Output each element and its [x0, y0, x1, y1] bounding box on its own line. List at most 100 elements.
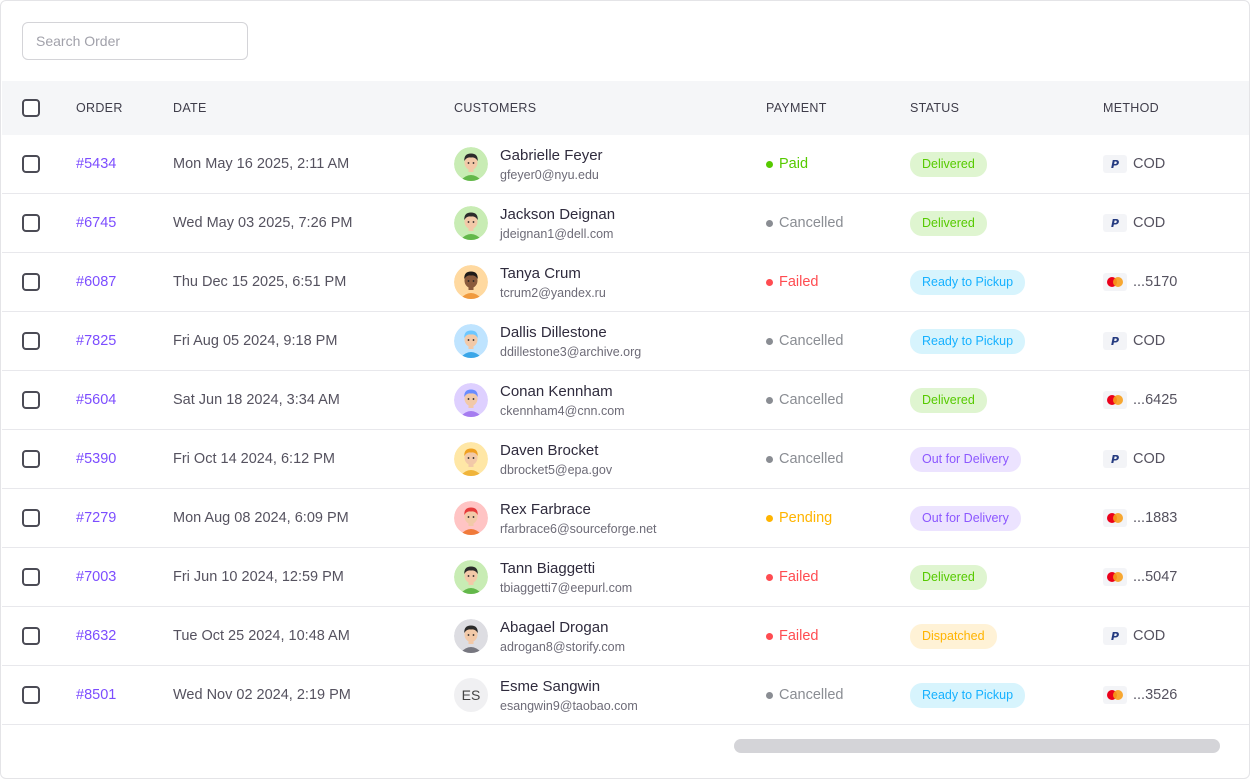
customer-name[interactable]: Rex Farbrace	[500, 500, 591, 518]
mastercard-icon	[1103, 273, 1127, 291]
payment-label: Failed	[779, 274, 819, 290]
order-cell: #5604	[76, 371, 116, 429]
order-cell: #7825	[76, 312, 116, 370]
order-link[interactable]: #8632	[76, 628, 117, 644]
date-cell: Wed May 03 2025, 7:26 PM	[173, 194, 352, 252]
table-row[interactable]: #7279 Mon Aug 08 2024, 6:09 PM Rex Farbrac…	[2, 489, 1249, 548]
column-header-method[interactable]: METHOD	[1103, 101, 1159, 115]
table-row[interactable]: #8501 Wed Nov 02 2024, 2:19 PM ES Esme Sang…	[2, 666, 1249, 725]
customer-email: gfeyer0@nyu.edu	[500, 167, 599, 182]
payment-cell: Pending	[766, 489, 832, 547]
customer-email: rfarbrace6@sourceforge.net	[500, 521, 657, 536]
date-cell: Fri Aug 05 2024, 9:18 PM	[173, 312, 337, 370]
status-badge: Out for Delivery	[910, 505, 1021, 531]
row-checkbox[interactable]	[22, 332, 40, 350]
customer-cell: Tann Biaggetti tbiaggetti7@eepurl.com	[454, 548, 632, 606]
order-link[interactable]: #7825	[76, 333, 117, 349]
date-cell: Fri Oct 14 2024, 6:12 PM	[173, 430, 335, 488]
avatar-green-icon	[454, 560, 488, 594]
customer-info: Conan Kennham ckennham4@cnn.com	[500, 383, 625, 418]
avatar-gray-icon	[454, 619, 488, 653]
customer-cell: Conan Kennham ckennham4@cnn.com	[454, 371, 625, 429]
table-row[interactable]: #5604 Sat Jun 18 2024, 3:34 AM Conan Kennh…	[2, 371, 1249, 430]
row-checkbox[interactable]	[22, 391, 40, 409]
order-link[interactable]: #6087	[76, 274, 117, 290]
row-checkbox[interactable]	[22, 273, 40, 291]
customer-name[interactable]: Gabrielle Feyer	[500, 146, 603, 164]
order-link[interactable]: #5390	[76, 451, 117, 467]
row-checkbox[interactable]	[22, 627, 40, 645]
paypal-icon: P	[1103, 627, 1127, 645]
payment-label: Failed	[779, 628, 819, 644]
customer-name[interactable]: Conan Kennham	[500, 382, 613, 400]
customer-email: ddillestone3@archive.org	[500, 344, 642, 359]
status-badge: Ready to Pickup	[910, 682, 1026, 708]
table-row[interactable]: #6087 Thu Dec 15 2025, 6:51 PM Tanya Crum t…	[2, 253, 1249, 312]
search-input[interactable]	[22, 22, 248, 60]
avatar-yellow-icon	[454, 442, 488, 476]
customer-cell: Daven Brocket dbrocket5@epa.gov	[454, 430, 612, 488]
order-link[interactable]: #6745	[76, 215, 117, 231]
customer-name[interactable]: Tanya Crum	[500, 264, 581, 282]
column-header-status[interactable]: STATUS	[910, 101, 960, 115]
status-cell: Delivered	[910, 548, 987, 606]
row-checkbox[interactable]	[22, 214, 40, 232]
order-link[interactable]: #7279	[76, 510, 117, 526]
customer-cell: ES Esme Sangwin esangwin9@taobao.com	[454, 666, 638, 724]
customer-cell: Tanya Crum tcrum2@yandex.ru	[454, 253, 606, 311]
date-cell: Fri Jun 10 2024, 12:59 PM	[173, 548, 344, 606]
horizontal-scrollbar[interactable]	[734, 739, 1220, 753]
table-row[interactable]: #7825 Fri Aug 05 2024, 9:18 PM Dallis Dill…	[2, 312, 1249, 371]
order-link[interactable]: #7003	[76, 569, 117, 585]
table-row[interactable]: #5390 Fri Oct 14 2024, 6:12 PM Daven Brock…	[2, 430, 1249, 489]
paypal-icon: P	[1103, 214, 1127, 232]
method-label: ...6425	[1133, 392, 1178, 408]
row-checkbox[interactable]	[22, 155, 40, 173]
payment-label: Cancelled	[779, 687, 844, 703]
status-badge: Delivered	[910, 210, 987, 236]
status-badge: Out for Delivery	[910, 446, 1021, 472]
order-link[interactable]: #5604	[76, 392, 117, 408]
customer-info: Tann Biaggetti tbiaggetti7@eepurl.com	[500, 560, 632, 595]
avatar: ES	[454, 678, 488, 712]
order-cell: #6745	[76, 194, 116, 252]
table-row[interactable]: #5434 Mon May 16 2025, 2:11 AM Gabrielle F…	[2, 135, 1249, 194]
customer-name[interactable]: Abagael Drogan	[500, 618, 609, 636]
table-row[interactable]: #7003 Fri Jun 10 2024, 12:59 PM Tann Biagg…	[2, 548, 1249, 607]
order-date: Mon Aug 08 2024, 6:09 PM	[173, 510, 349, 526]
payment-method: P COD	[1103, 214, 1165, 232]
payment-cell: Failed	[766, 607, 819, 665]
customer-name[interactable]: Daven Brocket	[500, 441, 599, 459]
method-label: COD	[1133, 215, 1166, 231]
row-checkbox[interactable]	[22, 686, 40, 704]
row-checkbox[interactable]	[22, 450, 40, 468]
method-label: ...5170	[1133, 274, 1178, 290]
table-row[interactable]: #6745 Wed May 03 2025, 7:26 PM Jackson Dei…	[2, 194, 1249, 253]
payment-method: ...5170	[1103, 273, 1177, 291]
column-header-payment[interactable]: PAYMENT	[766, 101, 827, 115]
customer-info: Abagael Drogan adrogan8@storify.com	[500, 619, 625, 654]
avatar-red-icon	[454, 501, 488, 535]
payment-label: Cancelled	[779, 333, 844, 349]
column-header-order[interactable]: ORDER	[76, 101, 123, 115]
customer-email: ckennham4@cnn.com	[500, 403, 625, 418]
customer-name[interactable]: Dallis Dillestone	[500, 323, 607, 341]
column-header-date[interactable]: DATE	[173, 101, 207, 115]
paypal-icon: P	[1103, 332, 1127, 350]
table-row[interactable]: #8632 Tue Oct 25 2024, 10:48 AM Abagael Dr…	[2, 607, 1249, 666]
method-label: ...5047	[1133, 569, 1178, 585]
row-checkbox[interactable]	[22, 509, 40, 527]
customer-name[interactable]: Jackson Deignan	[500, 205, 616, 223]
order-link[interactable]: #8501	[76, 687, 117, 703]
row-checkbox[interactable]	[22, 568, 40, 586]
select-all-checkbox[interactable]	[22, 99, 40, 117]
date-cell: Tue Oct 25 2024, 10:48 AM	[173, 607, 350, 665]
payment-dot-icon	[766, 278, 773, 286]
column-header-customers[interactable]: CUSTOMERS	[454, 101, 537, 115]
customer-name[interactable]: Tann Biaggetti	[500, 559, 596, 577]
order-link[interactable]: #5434	[76, 156, 117, 172]
payment-dot-icon	[766, 455, 773, 463]
customer-name[interactable]: Esme Sangwin	[500, 677, 601, 695]
status-cell: Ready to Pickup	[910, 312, 1026, 370]
row-select-cell	[22, 371, 40, 429]
